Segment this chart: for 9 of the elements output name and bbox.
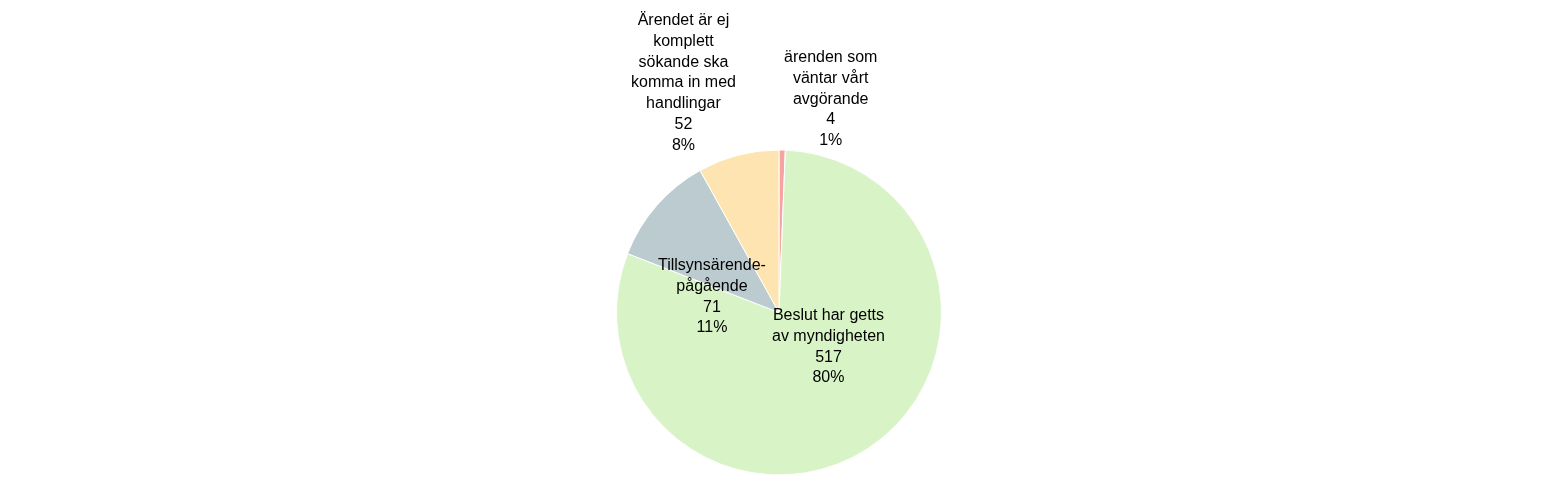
slice-label: Ärendet är ej komplett sökande ska komma in med handlingar (631, 11, 736, 112)
data-label: 71 11% (696, 297, 728, 336)
slice-label: Beslut har getts av myndigheten (772, 306, 885, 344)
data-label: 4 1% (819, 110, 843, 149)
pie-slice (616, 149, 942, 476)
data-label: 517 80% (812, 347, 845, 386)
slice-label: ärenden som väntar vårt avgörande (784, 48, 878, 107)
data-label: 52 8% (671, 115, 696, 153)
slice-label: Tillsynsärende- pågående (658, 256, 766, 294)
